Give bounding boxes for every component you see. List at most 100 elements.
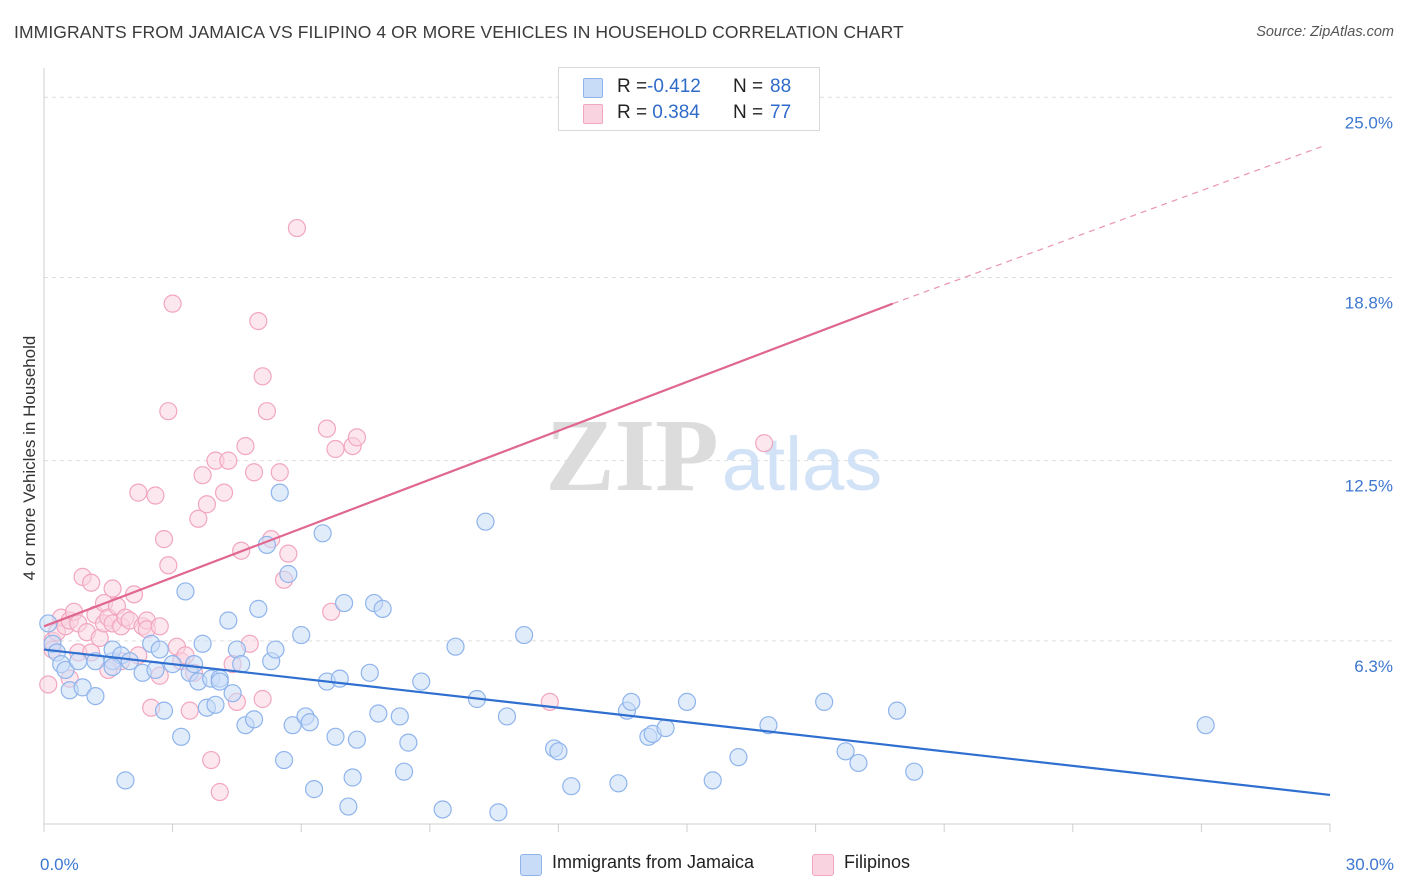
legend-n-value: 77 [770,102,792,123]
jamaica-point [347,730,367,749]
legend-r-value: -0.412 [647,76,701,97]
bottom-legend-label-jamaica: Immigrants from Jamaica [552,852,755,872]
filipinos-point [103,579,122,598]
filipinos-point [202,750,221,770]
chart-source: Source: ZipAtlas.com [1256,24,1394,40]
filipinos-point [189,509,208,528]
y-tick-label: 25.0% [1345,113,1393,132]
y-tick-label: 6.3% [1354,657,1393,676]
filipinos-point [326,439,345,459]
jamaica-point [343,768,362,787]
bottom-legend-swatch-jamaica [520,854,542,876]
jamaica-point [905,762,924,781]
jamaica-point [150,640,169,659]
filipinos-point [253,689,272,709]
filipinos-point [180,701,199,720]
jamaica-point [412,672,431,691]
jamaica-point [146,660,165,680]
filipinos-point [249,311,268,331]
jamaica-point [390,707,409,726]
filipinos-point [39,675,58,694]
jamaica-point [515,625,534,645]
jamaica-point [39,614,58,633]
legend-swatch-jamaica [583,78,603,98]
filipinos-point [253,367,272,386]
tick-labels: 6.3% 12.5% 18.8% 25.0% 0.0% 30.0% [40,113,1394,874]
filipinos-point [159,556,178,575]
jamaica-point [399,733,418,752]
jamaica-point [103,657,122,677]
jamaica-point [326,727,345,746]
x-tick-label: 0.0% [40,855,79,874]
bottom-legend-swatch-filipinos [812,854,834,876]
watermark-atlas: atlas [722,422,883,507]
legend-n-value: 88 [770,76,792,97]
jamaica-point [313,524,332,543]
filipinos-trend-line [43,302,894,628]
y-tick-label: 12.5% [1345,477,1393,496]
chart-title: IMMIGRANTS FROM JAMAICA VS FILIPINO 4 OR… [14,22,904,42]
jamaica-point [677,692,697,712]
jamaica-point [154,701,174,720]
jamaica-point [56,660,75,680]
legend-r-label: R = [617,102,648,123]
jamaica-point [433,800,452,819]
jamaica-point [549,742,568,761]
jamaica-point [266,640,285,659]
filipinos-point [197,495,216,514]
jamaica-point [86,686,105,706]
jamaica-point [609,774,628,793]
y-axis-label: 4 or more Vehicles in Household [20,335,39,581]
jamaica-point [446,637,465,656]
jamaica-point [887,701,907,720]
jamaica-point [622,692,641,712]
jamaica-point [360,663,379,682]
jamaica-point [656,718,675,738]
x-tick-label: 30.0% [1346,855,1394,874]
jamaica-point [176,582,195,601]
bottom-legend-label-filipinos: Filipinos [844,852,911,872]
jamaica-point [815,692,834,712]
jamaica-point [759,716,778,735]
filipinos-point [129,483,148,502]
jamaica-point [206,695,225,714]
jamaica-point [489,803,508,822]
filipinos-point [322,602,341,621]
filipinos-point [244,463,264,482]
jamaica-point [373,599,392,618]
filipinos-point [214,483,234,502]
legend-n-label: N = [733,102,764,123]
y-tick-label: 18.8% [1345,293,1393,312]
jamaica-point [497,707,517,726]
jamaica-point [232,655,251,674]
jamaica-point [223,684,242,703]
jamaica-point [274,750,294,770]
jamaica-point [283,716,302,735]
jamaica-point [369,704,388,723]
filipinos-point [279,544,298,563]
jamaica-point [210,672,229,691]
filipinos-point [257,402,277,421]
filipinos-point [210,782,229,802]
filipinos-point [146,486,165,505]
jamaica-point [219,611,238,630]
jamaica-point [703,771,722,790]
jamaica-point [1196,716,1215,735]
jamaica-trend-line [43,648,1331,797]
jamaica-point [292,625,311,645]
filipinos-point [163,294,182,313]
jamaica-point [172,727,191,746]
jamaica-point [300,713,319,732]
filipinos-point [154,530,174,549]
watermark: ZIP atlas [545,398,882,513]
jamaica-point [69,652,88,671]
jamaica-point [193,634,212,653]
jamaica-point [562,777,581,796]
filipinos-point [193,466,212,485]
filipinos-point [82,573,101,592]
jamaica-point [476,512,495,531]
legend-n-label: N = [733,76,764,97]
jamaica-point [73,678,92,697]
jamaica-point [849,753,868,773]
